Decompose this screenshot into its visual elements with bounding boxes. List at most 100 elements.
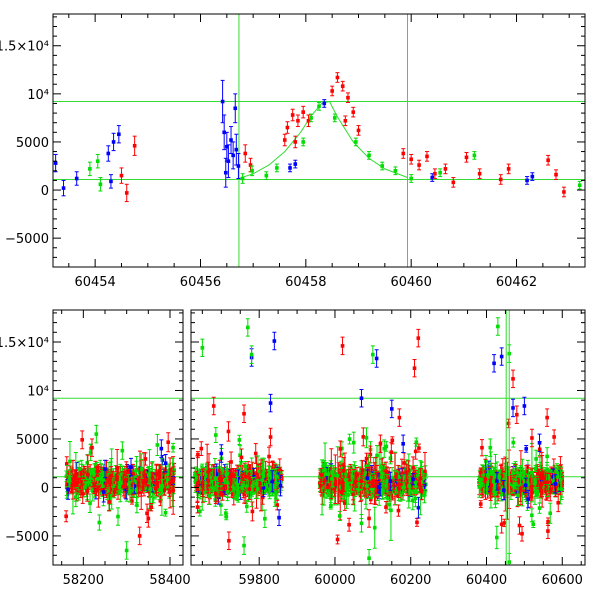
bottom-data-point bbox=[163, 468, 167, 473]
bottom-data-point bbox=[134, 488, 139, 493]
top-data-point bbox=[306, 118, 311, 123]
bottom-data-point bbox=[225, 471, 230, 476]
bottom-data-point bbox=[97, 490, 102, 494]
bottom-data-point bbox=[70, 485, 74, 490]
bottom-data-point bbox=[237, 472, 242, 477]
bottom-data-point bbox=[262, 488, 266, 492]
bottom-data-point bbox=[86, 480, 91, 485]
top-data-point bbox=[409, 176, 413, 181]
bottom-data-point bbox=[254, 481, 259, 486]
bottom-data-point bbox=[271, 477, 276, 482]
top-data-point bbox=[351, 110, 356, 114]
bottom-data-point bbox=[130, 490, 134, 494]
top-data-point bbox=[425, 154, 429, 159]
bottom-data-point bbox=[73, 483, 77, 487]
bottom-data-point bbox=[80, 438, 84, 442]
bottom-panel-full-light-curve: 58200 58400 59800 60000 60200 60400 60600−5000… bbox=[0, 309, 586, 588]
bottom-data-point bbox=[402, 461, 406, 465]
bottom-data-point bbox=[118, 481, 123, 485]
top-data-point bbox=[340, 84, 345, 88]
bottom-data-point bbox=[218, 476, 222, 481]
top-data-point bbox=[106, 151, 111, 156]
bottom-data-point bbox=[266, 473, 271, 477]
bottom-data-point bbox=[263, 516, 267, 521]
top-data-point bbox=[234, 147, 239, 152]
top-data-point bbox=[417, 163, 421, 167]
bottom-plot-area bbox=[53, 310, 585, 565]
top-data-point bbox=[117, 132, 121, 137]
bottom-data-point bbox=[115, 477, 119, 482]
bottom-data-point bbox=[93, 476, 97, 481]
bottom-data-point bbox=[96, 477, 100, 481]
bottom-data-point bbox=[244, 504, 249, 509]
bottom-data-point bbox=[239, 455, 244, 460]
bottom-data-point bbox=[261, 486, 266, 490]
bottom-data-point bbox=[228, 479, 233, 484]
bottom-data-point bbox=[243, 474, 248, 479]
bottom-data-point bbox=[162, 478, 166, 483]
top-x-tick-label: 60458 bbox=[285, 275, 326, 290]
bottom-data-point bbox=[169, 473, 173, 478]
bottom-data-point bbox=[65, 472, 70, 476]
top-panel-zoom-light-curve: 60454 60456 60458 60460 60462 −5000 0 5000 10⁴ 1.… bbox=[0, 13, 586, 290]
top-y-tick-label: 1.5×10⁴ bbox=[0, 40, 49, 55]
top-data-point bbox=[577, 183, 582, 188]
bottom-data-point bbox=[107, 490, 111, 494]
bottom-data-point bbox=[111, 483, 115, 488]
bottom-data-point bbox=[251, 484, 255, 488]
top-data-point bbox=[53, 161, 58, 165]
bottom-data-point bbox=[226, 429, 231, 434]
top-data-point bbox=[472, 153, 477, 158]
top-data-point bbox=[393, 169, 398, 173]
top-data-point bbox=[367, 153, 371, 158]
bottom-data-point bbox=[232, 486, 236, 491]
bottom-data-point bbox=[165, 479, 170, 483]
top-data-point bbox=[229, 138, 233, 142]
bottom-data-point bbox=[220, 490, 225, 495]
bottom-data-point bbox=[260, 478, 265, 483]
bottom-data-point bbox=[241, 483, 245, 488]
bottom-data-point bbox=[199, 472, 204, 476]
bottom-data-point bbox=[85, 489, 90, 493]
bottom-data-point bbox=[142, 475, 147, 479]
bottom-data-point bbox=[122, 479, 127, 484]
top-data-point bbox=[236, 164, 241, 168]
bottom-data-point bbox=[277, 515, 281, 520]
bottom-data-point bbox=[124, 477, 128, 482]
bottom-data-point bbox=[167, 490, 172, 494]
top-data-point bbox=[226, 159, 231, 163]
bottom-data-point bbox=[236, 490, 241, 495]
top-data-point bbox=[438, 170, 442, 175]
top-data-point bbox=[330, 89, 334, 93]
top-data-point bbox=[443, 167, 448, 171]
bottom-data-point bbox=[251, 474, 256, 479]
bottom-data-point bbox=[246, 489, 251, 493]
bottom-data-point bbox=[388, 456, 393, 461]
top-data-point bbox=[243, 151, 248, 156]
bottom-data-point bbox=[121, 484, 126, 489]
bottom-data-point bbox=[273, 469, 277, 474]
top-x-tick-label: 60462 bbox=[496, 275, 537, 290]
bottom-data-point bbox=[270, 479, 275, 484]
bottom-data-point bbox=[245, 484, 249, 489]
bottom-data-point bbox=[196, 480, 201, 485]
bottom-data-point bbox=[115, 466, 119, 471]
bottom-data-point bbox=[210, 471, 214, 476]
top-data-point bbox=[111, 140, 116, 144]
top-data-point bbox=[61, 186, 66, 190]
bottom-data-point bbox=[347, 522, 351, 527]
top-data-point bbox=[335, 75, 340, 80]
top-data-point bbox=[380, 164, 385, 168]
bottom-data-point bbox=[66, 487, 70, 492]
top-data-point bbox=[322, 101, 327, 106]
top-data-point bbox=[301, 140, 305, 144]
bottom-data-point bbox=[233, 473, 238, 477]
bottom-data-point bbox=[76, 480, 80, 485]
bottom-data-point bbox=[117, 484, 121, 489]
bottom-data-point bbox=[264, 484, 269, 489]
bottom-data-point bbox=[219, 503, 223, 507]
bottom-data-point bbox=[93, 467, 98, 471]
bottom-data-point bbox=[172, 468, 176, 472]
bottom-data-point bbox=[140, 485, 145, 489]
